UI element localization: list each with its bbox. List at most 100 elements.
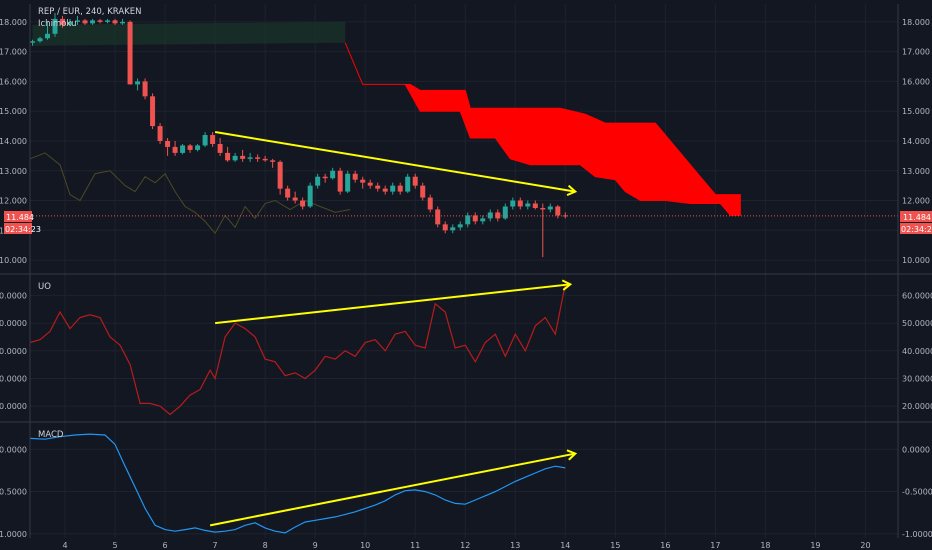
candle-body[interactable]	[217, 143, 223, 153]
price-y-tick-left: 16.000	[0, 77, 27, 86]
macd-y-tick-left: -1.0000	[0, 530, 27, 539]
candle-body[interactable]	[450, 227, 456, 231]
candle-body[interactable]	[225, 152, 231, 161]
candle-body[interactable]	[375, 185, 381, 189]
candle-body[interactable]	[112, 20, 118, 24]
candle-body[interactable]	[532, 203, 538, 208]
candle-body[interactable]	[472, 215, 478, 222]
candle-body[interactable]	[547, 206, 553, 210]
candle-body[interactable]	[75, 20, 81, 22]
macd-trendline	[209, 452, 576, 527]
candle-body[interactable]	[165, 140, 171, 147]
candle-body[interactable]	[180, 145, 186, 153]
candle-body[interactable]	[360, 179, 366, 183]
candle-body[interactable]	[97, 20, 103, 22]
candle-body[interactable]	[352, 173, 358, 180]
x-tick-label: 13	[510, 541, 520, 550]
candle-body[interactable]	[262, 158, 268, 161]
candle-body[interactable]	[337, 170, 343, 192]
candle-body[interactable]	[390, 185, 396, 192]
candle-body[interactable]	[345, 173, 351, 192]
candle-body[interactable]	[465, 215, 471, 225]
price-y-tick-right: 13.000	[902, 167, 930, 176]
macd-y-tick-left: 0.0000	[0, 445, 27, 454]
macd-line[interactable]	[29, 433, 566, 534]
candle-body[interactable]	[270, 160, 276, 162]
candle-body[interactable]	[495, 212, 501, 219]
candle-body[interactable]	[247, 157, 253, 159]
candle-body[interactable]	[540, 207, 546, 210]
candle-body[interactable]	[232, 155, 238, 161]
candle-body[interactable]	[562, 215, 568, 217]
candle-body[interactable]	[30, 41, 36, 43]
candle-body[interactable]	[442, 224, 448, 231]
candle-body[interactable]	[120, 21, 126, 24]
price-y-tick-left: 15.000	[0, 107, 27, 116]
candle-body[interactable]	[210, 135, 216, 144]
uo-line[interactable]	[29, 284, 566, 416]
candle-body[interactable]	[135, 81, 141, 85]
candle-body[interactable]	[187, 145, 193, 150]
x-tick-label: 8	[263, 541, 268, 550]
candle-body[interactable]	[397, 185, 403, 192]
candle-body[interactable]	[457, 224, 463, 228]
candle-body[interactable]	[555, 206, 561, 216]
candle-body[interactable]	[127, 21, 133, 85]
price-y-tick-left: 13.000	[0, 167, 27, 176]
candle-body[interactable]	[52, 18, 58, 34]
candle-body[interactable]	[510, 200, 516, 207]
ichimoku-label: Ichimoku	[38, 19, 76, 29]
price-y-tick-right: 16.000	[902, 77, 930, 86]
price-pane[interactable]	[30, 12, 898, 258]
candle-body[interactable]	[172, 146, 178, 153]
candle-body[interactable]	[322, 176, 328, 179]
candle-body[interactable]	[502, 206, 508, 219]
candle-body[interactable]	[307, 185, 313, 207]
x-tick-label: 4	[62, 541, 67, 550]
candle-body[interactable]	[330, 170, 336, 179]
candle-body[interactable]	[82, 20, 88, 24]
candle-body[interactable]	[45, 33, 51, 39]
candle-body[interactable]	[142, 81, 148, 97]
candle-body[interactable]	[315, 176, 321, 186]
candle-body[interactable]	[37, 38, 43, 42]
candle-body[interactable]	[420, 185, 426, 198]
candle-body[interactable]	[405, 176, 411, 192]
x-tick-label: 12	[460, 541, 470, 550]
candle-body[interactable]	[435, 209, 441, 225]
candle-body[interactable]	[195, 145, 201, 150]
candle-body[interactable]	[367, 182, 373, 186]
x-tick-label: 19	[810, 541, 820, 550]
price-y-tick-left: 14.000	[0, 137, 27, 146]
candle-body[interactable]	[292, 197, 298, 201]
candle-body[interactable]	[487, 212, 493, 219]
uo-y-tick-left: 20.0000	[0, 402, 27, 411]
uo-pane[interactable]	[29, 279, 573, 416]
candle-body[interactable]	[202, 135, 208, 146]
candle-body[interactable]	[412, 176, 418, 186]
candle-body[interactable]	[525, 203, 531, 207]
price-y-tick-left: 18.000	[0, 18, 27, 27]
x-tick-label: 9	[313, 541, 318, 550]
candle-body[interactable]	[67, 21, 73, 25]
candle-body[interactable]	[285, 188, 291, 198]
candle-body[interactable]	[427, 197, 433, 210]
candle-body[interactable]	[90, 20, 96, 24]
price-y-tick-right: 17.000	[902, 48, 930, 57]
candle-body[interactable]	[480, 218, 486, 222]
candle-body[interactable]	[277, 161, 283, 189]
candle-body[interactable]	[240, 155, 246, 159]
candle-body[interactable]	[157, 126, 163, 141]
macd-pane[interactable]	[29, 433, 578, 534]
candle-body[interactable]	[105, 20, 111, 22]
candle-body[interactable]	[382, 188, 388, 192]
macd-y-tick-right: -0.5000	[902, 488, 932, 497]
price-y-tick-left: 10.000	[0, 256, 27, 265]
candle-body[interactable]	[60, 18, 66, 25]
right-price-badge: 11.484 02:34:23	[900, 211, 932, 234]
candle-body[interactable]	[150, 96, 156, 127]
candle-body[interactable]	[255, 157, 261, 159]
candle-body[interactable]	[517, 200, 523, 207]
candle-body[interactable]	[300, 200, 306, 207]
